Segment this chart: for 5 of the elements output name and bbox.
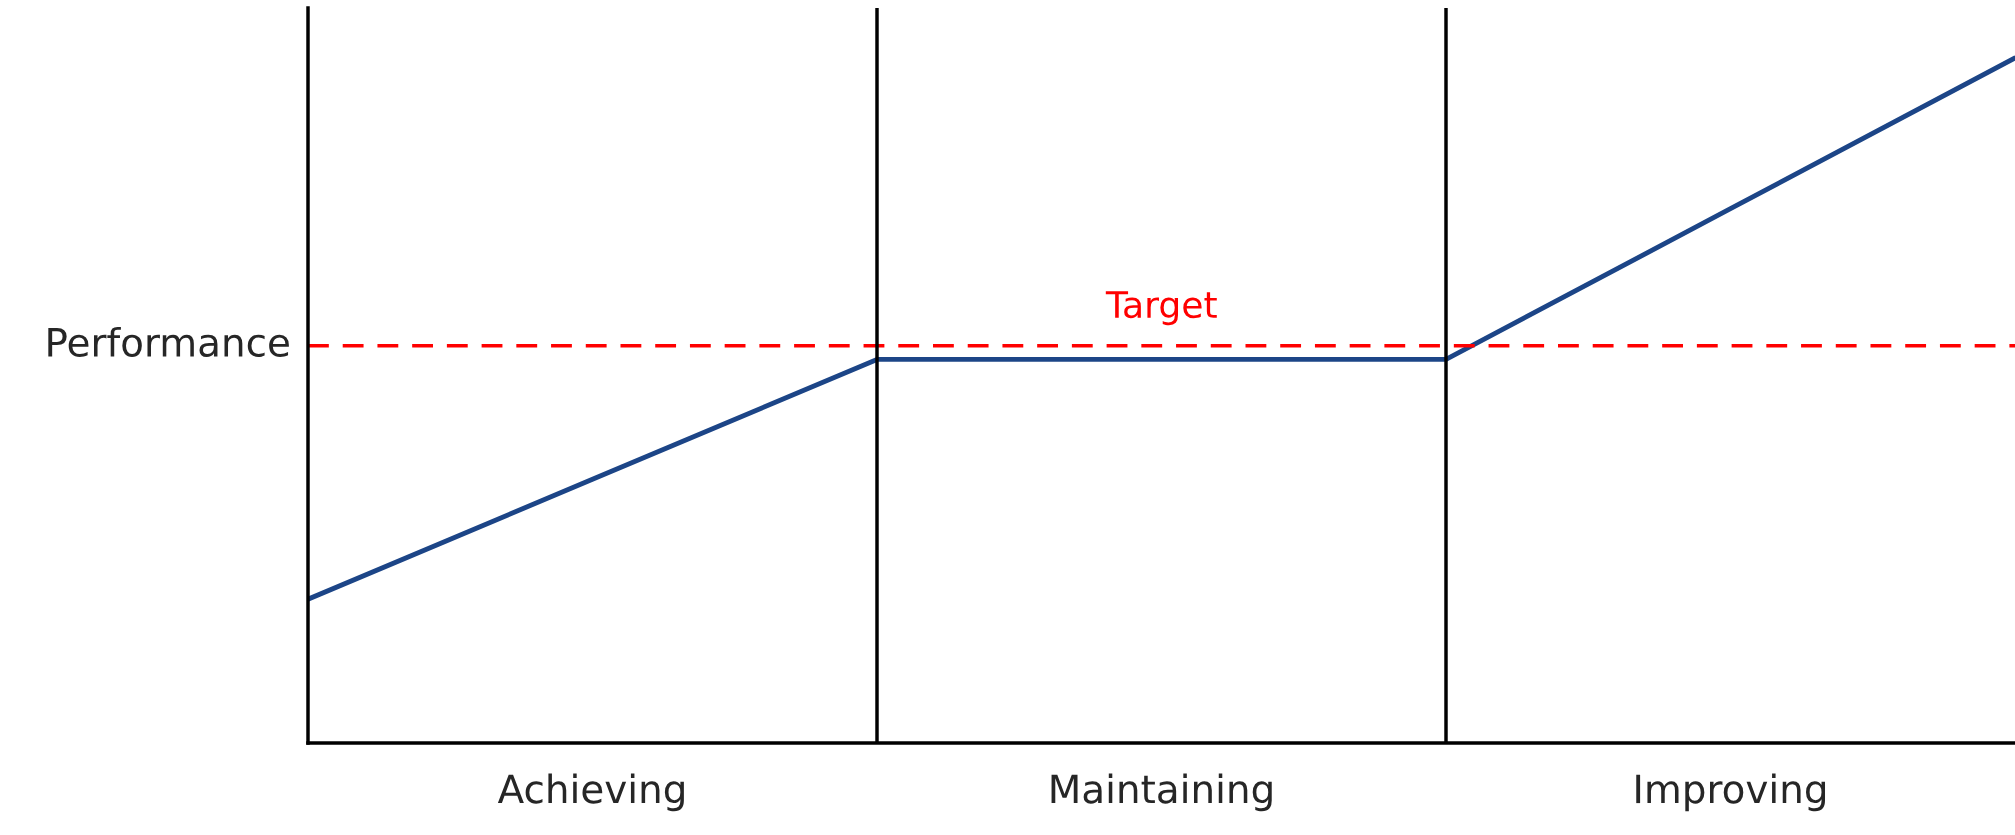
x-tick-label: Achieving [497, 773, 684, 812]
x-tick-label: Maintaining [1051, 773, 1272, 812]
y-axis-title: Performance [48, 326, 289, 357]
x-tick-label: Improving [1636, 773, 1826, 812]
ref-line-label: Target [1105, 291, 1217, 326]
